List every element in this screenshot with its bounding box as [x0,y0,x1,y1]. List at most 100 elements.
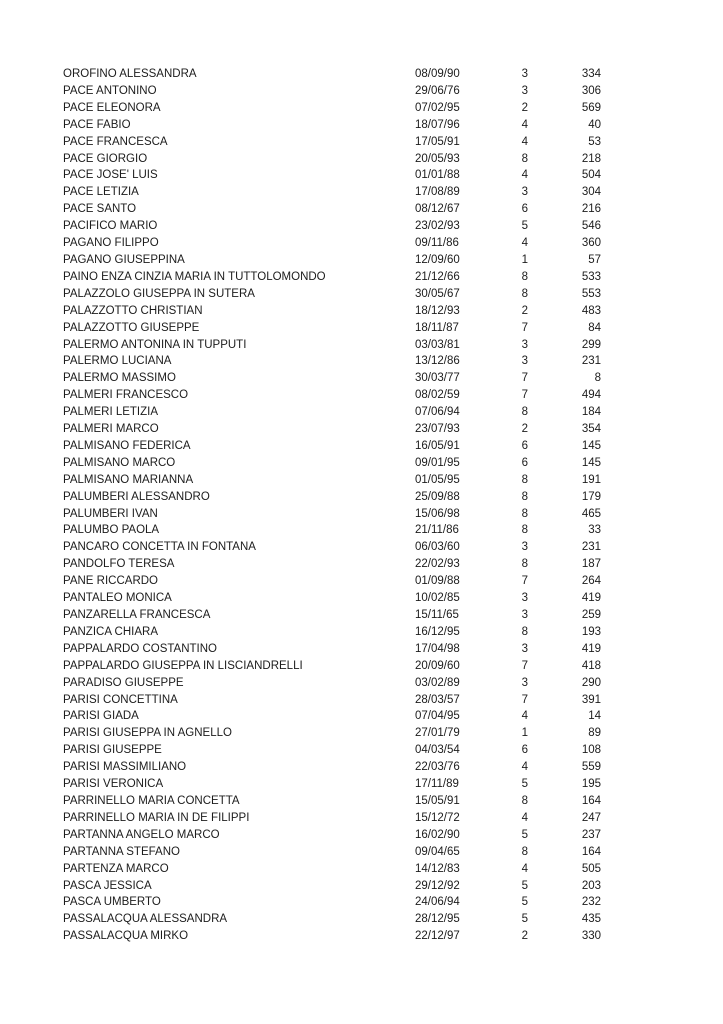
cell-date: 18/07/96 [415,118,460,131]
table-row: PALMERI MARCO 23/07/93 2 354 [63,421,601,438]
cell-num: 6 [521,456,528,469]
cell-num: 3 [521,355,528,368]
cell-name: PANZARELLA FRANCESCA [63,609,211,621]
cell-num: 3 [521,68,528,80]
cell-name: PARRINELLO MARIA IN DE FILIPPI [63,811,250,824]
cell-date: 28/03/57 [415,693,460,706]
cell-date: 13/12/86 [415,355,460,368]
cell-value: 216 [581,203,601,216]
cell-name: PARADISO GIUSEPPE [63,676,184,689]
cell-name: PACE JOSE' LUIS [63,169,158,182]
cell-value: 304 [581,186,601,199]
cell-value: 231 [581,541,601,554]
cell-num: 8 [521,473,528,486]
cell-date: 29/06/76 [415,84,460,97]
cell-date: 12/09/60 [415,253,460,266]
cell-num: 8 [521,625,528,638]
cell-value: 218 [581,152,601,165]
cell-date: 21/12/66 [415,270,460,283]
cell-value: 8 [594,372,601,385]
cell-date: 29/12/92 [415,879,460,892]
table-row: PASCA JESSICA 29/12/92 5 203 [63,878,601,895]
cell-value: 57 [588,253,601,266]
cell-name: PARTANNA STEFANO [63,845,180,858]
cell-num: 8 [521,524,528,537]
cell-name: PAPPALARDO COSTANTINO [63,642,217,655]
cell-name: PALERMO ANTONINA IN TUPPUTI [63,338,247,351]
cell-value: 334 [581,68,601,80]
cell-num: 3 [521,84,528,97]
cell-num: 5 [521,220,528,233]
table-row: PARISI MASSIMILIANO 22/03/76 4 559 [63,759,601,776]
cell-name: PACE SANTO [63,203,137,216]
cell-num: 4 [521,237,528,250]
cell-value: 231 [581,355,601,368]
cell-date: 30/05/67 [415,287,460,300]
cell-num: 8 [521,558,528,571]
cell-value: 40 [588,118,601,131]
cell-num: 4 [521,811,528,824]
table-row: PANZARELLA FRANCESCA 15/11/65 3 259 [63,607,601,624]
cell-num: 4 [521,862,528,875]
cell-num: 6 [521,439,528,452]
table-row: PASSALACQUA MIRKO 22/12/97 2 330 [63,928,601,945]
cell-value: 553 [581,287,601,300]
table-row: PARISI CONCETTINA 28/03/57 7 391 [63,692,601,709]
table-row: PASSALACQUA ALESSANDRA 28/12/95 5 435 [63,911,601,928]
cell-date: 30/03/77 [415,372,460,385]
cell-value: 193 [581,625,601,638]
cell-value: 33 [588,524,601,537]
cell-num: 8 [521,507,528,520]
cell-name: PALMERI MARCO [63,423,159,436]
cell-date: 21/11/86 [415,524,459,537]
roster-table-body: OROFINO ALESSANDRA 08/09/90 3 334 PACE ANTON… [63,66,601,945]
cell-num: 4 [521,761,528,774]
cell-value: 419 [581,642,601,655]
cell-date: 03/03/81 [415,338,460,351]
cell-name: PARTANNA ANGELO MARCO [63,828,220,841]
cell-name: PAGANO FILIPPO [63,237,159,250]
cell-name: PAGANO GIUSEPPINA [63,253,185,266]
cell-value: 419 [581,592,601,605]
cell-value: 360 [581,237,601,250]
cell-date: 16/05/91 [415,439,460,452]
cell-value: 164 [581,794,601,807]
cell-num: 3 [521,541,528,554]
cell-name: PACE FRANCESCA [63,135,168,148]
cell-value: 84 [588,321,601,334]
table-row: PACE ELEONORA 07/02/95 2 569 [63,100,601,117]
cell-date: 18/12/93 [415,304,460,317]
cell-num: 6 [521,744,528,757]
cell-num: 1 [521,727,528,740]
cell-name: PALUMBO PAOLA [63,524,160,537]
cell-value: 145 [581,439,601,452]
cell-name: PACE FABIO [63,118,131,131]
table-row: PALMERI LETIZIA 07/06/94 8 184 [63,404,601,421]
cell-num: 3 [521,642,528,655]
cell-num: 8 [521,845,528,858]
cell-value: 108 [581,744,601,757]
cell-num: 7 [521,693,528,706]
table-row: PACE LETIZIA 17/08/89 3 304 [63,184,601,201]
table-row: PARISI VERONICA 17/11/89 5 195 [63,776,601,793]
cell-name: PARRINELLO MARIA CONCETTA [63,794,240,807]
cell-value: 483 [581,304,601,317]
cell-date: 17/11/89 [415,778,459,791]
table-row: PANDOLFO TERESA 22/02/93 8 187 [63,556,601,573]
cell-value: 299 [581,338,601,351]
cell-num: 8 [521,287,528,300]
cell-name: PASSALACQUA ALESSANDRA [63,913,228,926]
cell-name: PACE ANTONINO [63,84,157,97]
cell-value: 259 [581,609,601,621]
cell-date: 24/06/94 [415,896,460,909]
cell-num: 7 [521,389,528,402]
table-row: PACE ANTONINO 29/06/76 3 306 [63,83,601,100]
cell-value: 559 [581,761,601,774]
table-row: PARTANNA STEFANO 09/04/65 8 164 [63,844,601,861]
cell-name: PALAZZOTTO GIUSEPPE [63,321,200,334]
cell-num: 7 [521,659,528,672]
cell-value: 435 [581,913,601,926]
cell-date: 01/05/95 [415,473,460,486]
cell-num: 5 [521,896,528,909]
